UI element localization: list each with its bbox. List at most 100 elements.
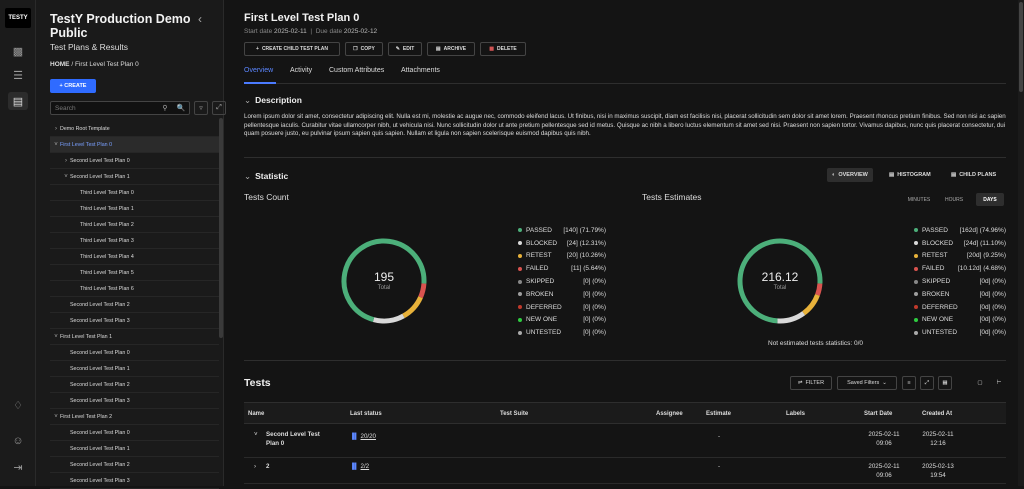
edit-button[interactable]: ✎ EDIT xyxy=(388,42,422,56)
chevron-down-icon[interactable]: ˅ xyxy=(54,413,58,420)
tree-item[interactable]: Third Level Test Plan 2 xyxy=(50,217,219,233)
tree-item[interactable]: Second Level Test Plan 0 xyxy=(50,425,219,441)
chevron-right-icon[interactable]: › xyxy=(65,157,67,164)
legend-item[interactable]: UNTESTED [0d] (0%) xyxy=(914,326,1006,339)
tree-item[interactable]: Third Level Test Plan 3 xyxy=(50,233,219,249)
tree-item[interactable]: Third Level Test Plan 6 xyxy=(50,281,219,297)
legend-item[interactable]: UNTESTED [0] (0%) xyxy=(518,326,606,339)
tree-item[interactable]: Second Level Test Plan 2 xyxy=(50,457,219,473)
legend-item[interactable]: BLOCKED [24d] (11.10%) xyxy=(914,237,1006,250)
tree-item[interactable]: Third Level Test Plan 5 xyxy=(50,265,219,281)
column-header[interactable]: Created At xyxy=(922,411,953,417)
legend-item[interactable]: RETEST [20d] (9.25%) xyxy=(914,250,1006,263)
delete-button[interactable]: ▩ DELETE xyxy=(480,42,526,56)
last-status[interactable]: ▐▌ 2/2 xyxy=(350,463,369,472)
legend-item[interactable]: SKIPPED [0d] (0%) xyxy=(914,275,1006,288)
collapse-sidebar-icon[interactable]: ‹ xyxy=(198,12,202,26)
list-icon[interactable]: ☰ xyxy=(13,69,23,82)
overview-view-button[interactable]: ◐ OVERVIEW xyxy=(827,168,873,182)
breadcrumb-home[interactable]: HOME xyxy=(50,61,70,68)
legend-item[interactable]: FAILED [10.12d] (4.68%) xyxy=(914,262,1006,275)
column-header[interactable]: Last status xyxy=(350,411,382,417)
description-header[interactable]: ⌄ Description xyxy=(244,95,302,106)
scroll-thumb[interactable] xyxy=(1019,2,1023,92)
table-row[interactable]: ˅ Second Level Test Plan 0 ▐▌ 20/20 - 2025-02… xyxy=(244,424,1006,458)
chevron-down-icon[interactable]: ˅ xyxy=(254,431,258,438)
tab-activity[interactable]: Activity xyxy=(290,67,313,74)
expand-rows-icon[interactable]: ⤢ xyxy=(920,376,934,390)
tab-custom-attributes[interactable]: Custom Attributes xyxy=(329,67,385,74)
dashboard-icon[interactable]: ▩ xyxy=(12,45,24,58)
tab-overview[interactable]: Overview xyxy=(244,67,274,74)
table-row[interactable]: › 2 ▐▌ 2/2 - 2025-02-11 09:06 2025-02-13 19:54 xyxy=(244,458,1006,484)
tree-item[interactable]: Second Level Test Plan 1 xyxy=(50,361,219,377)
tree-item[interactable]: ˅ First Level Test Plan 0 xyxy=(50,137,219,153)
child-plans-view-button[interactable]: ▤ CHILD PLANS xyxy=(946,168,1001,182)
app-logo[interactable]: TESTY xyxy=(5,8,31,28)
legend-item[interactable]: NEW ONE [0d] (0%) xyxy=(914,314,1006,327)
archive-button[interactable]: ▤ ARCHIVE xyxy=(427,42,475,56)
search-submit-icon[interactable]: 🔍 xyxy=(176,105,186,112)
legend-item[interactable]: PASSED [140] (71.79%) xyxy=(518,224,606,237)
donut-slice-blocked[interactable] xyxy=(777,311,806,324)
sort-icon[interactable]: ≡ xyxy=(902,376,916,390)
tree-item[interactable]: ˅ Second Level Test Plan 1 xyxy=(50,169,219,185)
tree-item[interactable]: Second Level Test Plan 1 xyxy=(50,441,219,457)
donut-slice-passed[interactable] xyxy=(341,238,427,323)
saved-filters-select[interactable]: Saved Filters ⌄ xyxy=(837,376,897,390)
donut-slice-failed[interactable] xyxy=(418,283,427,299)
legend-item[interactable]: BROKEN [0d] (0%) xyxy=(914,288,1006,301)
column-header[interactable]: Estimate xyxy=(706,411,732,417)
unit-hours[interactable]: HOURS xyxy=(944,196,964,203)
copy-button[interactable]: ❐ COPY xyxy=(345,42,383,56)
legend-item[interactable]: FAILED [11] (5.64%) xyxy=(518,262,606,275)
main-scrollbar[interactable] xyxy=(1018,0,1024,486)
expand-icon[interactable]: ⤢ xyxy=(212,101,226,115)
search-icon[interactable]: ⚲ xyxy=(162,105,168,112)
create-child-plan-button[interactable]: + CREATE CHILD TEST PLAN xyxy=(244,42,340,56)
columns-icon[interactable]: ▦ xyxy=(938,376,952,390)
tree-item[interactable]: ˅ First Level Test Plan 2 xyxy=(50,409,219,425)
tree-view-icon[interactable]: ⊢ xyxy=(996,380,1002,386)
chevron-down-icon[interactable]: ˅ xyxy=(64,173,68,180)
bell-icon[interactable]: ♢ xyxy=(13,399,23,412)
row-name[interactable]: 2 xyxy=(266,463,270,470)
tree-item[interactable]: Third Level Test Plan 1 xyxy=(50,201,219,217)
tree-item[interactable]: Third Level Test Plan 4 xyxy=(50,249,219,265)
create-button[interactable]: + CREATE xyxy=(50,79,96,93)
tree-item[interactable]: Second Level Test Plan 3 xyxy=(50,393,219,409)
chevron-down-icon[interactable]: ˅ xyxy=(54,333,58,340)
column-header[interactable]: Name xyxy=(248,411,265,417)
donut-slice-passed[interactable] xyxy=(737,238,823,324)
column-header[interactable]: Start Date xyxy=(864,411,893,417)
user-icon[interactable]: ☺ xyxy=(12,435,24,447)
sidebar-scrollbar[interactable] xyxy=(219,118,223,338)
filter-button[interactable]: ⇌ FILTER xyxy=(790,376,832,390)
column-header[interactable]: Test Suite xyxy=(500,411,529,417)
tree-item[interactable]: ˅ First Level Test Plan 1 xyxy=(50,329,219,345)
last-status[interactable]: ▐▌ 20/20 xyxy=(350,433,376,442)
donut-slice-blocked[interactable] xyxy=(372,313,405,324)
search-input[interactable]: Search xyxy=(50,101,190,115)
legend-item[interactable]: DEFERRED [0d] (0%) xyxy=(914,301,1006,314)
legend-item[interactable]: SKIPPED [0] (0%) xyxy=(518,275,606,288)
filter-icon[interactable]: ▿ xyxy=(194,101,208,115)
chevron-down-icon[interactable]: ˅ xyxy=(54,141,58,148)
legend-item[interactable]: RETEST [20] (10.26%) xyxy=(518,250,606,263)
tree-item[interactable]: › Demo Root Template xyxy=(50,121,219,137)
test-plans-icon[interactable]: ▤ xyxy=(8,92,28,110)
legend-item[interactable]: PASSED [162d] (74.96%) xyxy=(914,224,1006,237)
tree-item[interactable]: › Second Level Test Plan 0 xyxy=(50,153,219,169)
donut-slice-retest[interactable] xyxy=(802,293,820,316)
last-status-value[interactable]: 20/20 xyxy=(360,433,376,440)
tree-item[interactable]: Second Level Test Plan 2 xyxy=(50,377,219,393)
row-name[interactable]: Second Level Test Plan 0 xyxy=(266,431,320,447)
legend-item[interactable]: DEFERRED [0] (0%) xyxy=(518,301,606,314)
legend-item[interactable]: BLOCKED [24] (12.31%) xyxy=(518,237,606,250)
column-header[interactable]: Assignee xyxy=(656,411,683,417)
tree-item[interactable]: Second Level Test Plan 2 xyxy=(50,297,219,313)
view-mode-icon[interactable]: ▢ xyxy=(977,380,983,386)
statistic-header[interactable]: ⌄ Statistic xyxy=(244,171,288,182)
unit-minutes[interactable]: MINUTES xyxy=(907,196,931,203)
tab-attachments[interactable]: Attachments xyxy=(401,67,440,74)
